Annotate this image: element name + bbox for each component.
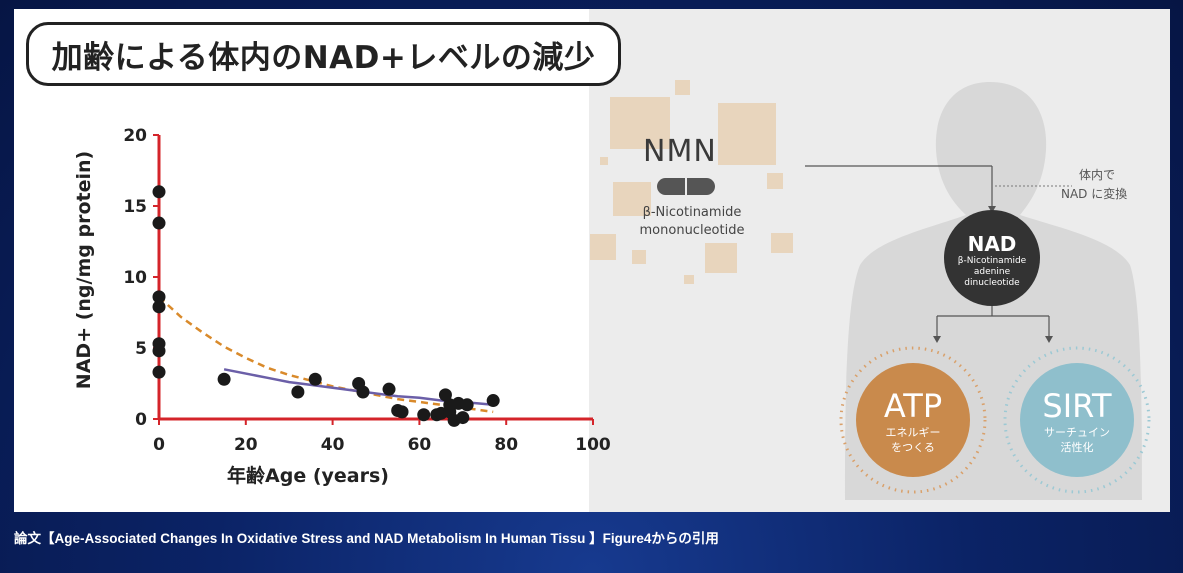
atp-circle bbox=[856, 363, 970, 477]
data-point bbox=[356, 385, 370, 399]
data-point bbox=[486, 394, 500, 408]
y-tick-label: 20 bbox=[123, 126, 147, 146]
y-tick-label: 0 bbox=[135, 410, 147, 430]
nad-age-chart: 0 20 40 60 80 100 0 5 10 15 20 年齢Age (years) NAD+ (n… bbox=[73, 126, 611, 487]
data-point bbox=[152, 344, 166, 358]
y-axis-label: NAD+ (ng/mg protein) bbox=[73, 151, 95, 389]
capsule-icon bbox=[657, 178, 715, 195]
data-point bbox=[417, 408, 431, 422]
diagram-connectors bbox=[805, 165, 1151, 494]
data-point bbox=[217, 372, 231, 386]
x-tick-label: 60 bbox=[408, 435, 432, 455]
fit-curve-solid bbox=[223, 368, 494, 407]
data-point bbox=[438, 388, 452, 402]
data-point bbox=[152, 290, 166, 304]
citation-caption: 論文【Age-Associated Changes In Oxidative S… bbox=[14, 531, 719, 546]
nmn-subtitle: β-Nicotinamide mononucleotide bbox=[639, 205, 745, 238]
nad-label: NAD β-Nicotinamide adenine dinucleotide bbox=[957, 232, 1027, 288]
nad-circle bbox=[944, 210, 1040, 306]
conversion-note: 体内で NAD に変換 bbox=[1061, 168, 1128, 201]
data-point bbox=[456, 411, 470, 425]
y-tick-label: 10 bbox=[123, 268, 147, 288]
x-axis-label: 年齢Age (years) bbox=[227, 464, 389, 487]
x-tick-label: 0 bbox=[153, 435, 165, 455]
sirt-circle bbox=[1020, 363, 1134, 477]
data-point bbox=[152, 365, 166, 379]
atp-label: ATP エネルギー をつくる bbox=[883, 387, 943, 454]
fit-curve-dashed bbox=[158, 295, 494, 414]
data-point bbox=[308, 372, 322, 386]
data-point bbox=[152, 185, 166, 199]
x-tick-label: 80 bbox=[494, 435, 518, 455]
data-point bbox=[152, 300, 166, 314]
data-point bbox=[460, 398, 474, 412]
data-point bbox=[395, 405, 409, 419]
page-title: 加齢による体内のNAD+レベルの減少 bbox=[51, 39, 596, 76]
nmn-title: NMN bbox=[643, 134, 717, 169]
y-tick-label: 15 bbox=[123, 197, 147, 217]
x-tick-label: 40 bbox=[321, 435, 345, 455]
x-tick-label: 20 bbox=[234, 435, 258, 455]
sirt-label: SIRT サーチュイン 活性化 bbox=[1042, 387, 1112, 454]
title-box: 加齢による体内のNAD+レベルの減少 bbox=[26, 22, 621, 86]
y-tick-label: 5 bbox=[135, 339, 147, 359]
data-point bbox=[152, 216, 166, 230]
x-tick-label: 100 bbox=[575, 435, 611, 455]
data-point bbox=[382, 382, 396, 396]
data-point bbox=[291, 385, 305, 399]
